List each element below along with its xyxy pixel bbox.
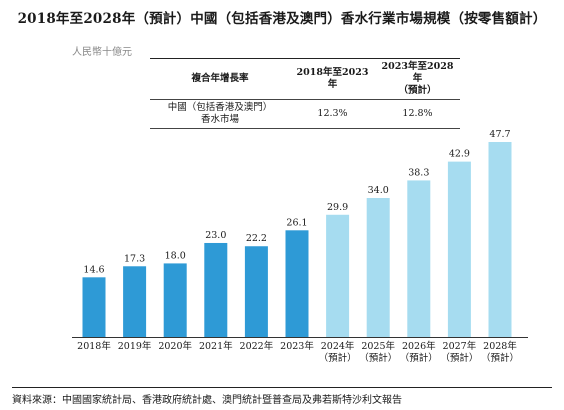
x-tick-label: 2023年	[280, 340, 314, 352]
data-label: 17.3	[124, 253, 145, 264]
cagr-value-2: 12.8%	[375, 99, 460, 129]
data-label: 42.9	[449, 149, 470, 160]
bar	[204, 242, 228, 337]
x-tick-label: 2027年	[443, 340, 477, 352]
x-tick-label: 2026年	[402, 340, 436, 352]
data-label: 22.2	[246, 233, 267, 244]
chart-title: 2018年至2028年（預計）中國（包括香港及澳門）香水行業市場規模（按零售額計…	[17, 11, 547, 27]
cagr-row-label: 中國（包括香港及澳門） 香水市場	[150, 99, 290, 129]
bar	[366, 198, 390, 337]
source-note: 資料來源：中國國家統計局、香港政府統計處、澳門統計暨普查局及弗若斯特沙利文報告	[12, 395, 402, 406]
x-tick-sublabel: （預計）	[440, 352, 478, 364]
bar	[488, 142, 512, 337]
data-label: 29.9	[327, 202, 348, 213]
bar	[163, 263, 187, 337]
data-label: 18.0	[165, 250, 186, 261]
cagr-header-label: 複合年增長率	[150, 58, 290, 100]
x-tick-label: 2022年	[240, 340, 274, 352]
data-label: 34.0	[368, 185, 389, 196]
x-tick-sublabel: （預計）	[319, 352, 357, 364]
data-label: 47.7	[489, 129, 510, 140]
data-label: 38.3	[408, 167, 429, 178]
bar	[326, 214, 350, 337]
bar	[285, 230, 309, 337]
x-tick-sublabel: （預計）	[359, 352, 397, 364]
cagr-header-period-2-text: 2023年至2028年 （預計）	[381, 61, 454, 96]
x-tick-label: 2020年	[158, 340, 192, 352]
x-tick-sublabel: （預計）	[481, 352, 519, 364]
bar-chart: 14.6 2018年 17.3 2019年 18.0 2020年 23.0 2021年 22.2…	[72, 129, 528, 364]
data-label: 23.0	[205, 230, 226, 241]
data-label: 26.1	[286, 217, 307, 228]
x-tick-label: 2028年	[483, 340, 517, 352]
bar	[123, 266, 147, 337]
unit-label: 人民幣十億元	[72, 47, 132, 58]
table-row: 中國（包括香港及澳門） 香水市場 12.3% 12.8%	[150, 99, 460, 129]
cagr-row-label-text: 中國（包括香港及澳門） 香水市場	[167, 102, 273, 125]
x-tick-label: 2018年	[77, 340, 111, 352]
bar	[447, 161, 471, 337]
bar	[407, 180, 431, 337]
cagr-table: 複合年增長率 2018年至2023年 2023年至2028年 （預計） 中國（包…	[150, 58, 460, 129]
x-tick-label: 2019年	[118, 340, 152, 352]
bar	[82, 277, 106, 337]
cagr-header-period-1: 2018年至2023年	[290, 58, 375, 100]
cagr-value-1: 12.3%	[290, 99, 375, 129]
x-tick-label: 2024年	[321, 340, 355, 352]
cagr-header-period-2: 2023年至2028年 （預計）	[375, 58, 460, 100]
data-label: 14.6	[83, 264, 104, 275]
x-tick-label: 2021年	[199, 340, 233, 352]
bar	[244, 246, 268, 337]
x-tick-sublabel: （預計）	[400, 352, 438, 364]
cagr-table-header: 複合年增長率 2018年至2023年 2023年至2028年 （預計）	[150, 58, 460, 100]
source-rule	[12, 387, 552, 388]
x-tick-label: 2025年	[361, 340, 395, 352]
